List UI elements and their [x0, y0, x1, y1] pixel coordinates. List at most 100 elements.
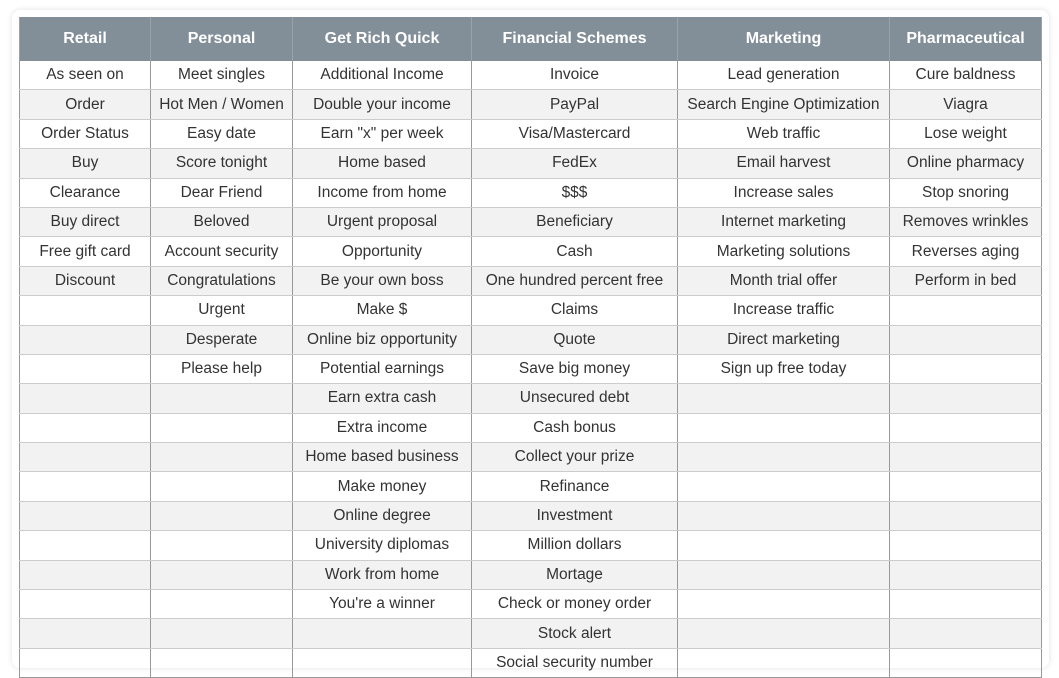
- table-cell: One hundred percent free: [471, 266, 678, 297]
- table-row: Earn extra cash Unsecured debt: [19, 383, 1042, 414]
- table-cell: Home based: [292, 148, 472, 179]
- table-cell: [677, 589, 890, 620]
- table-cell: [19, 295, 151, 326]
- table-row: Clearance Dear Friend Income from home $$$ I…: [19, 178, 1042, 208]
- column-header-pharmaceutical: Pharmaceutical: [889, 17, 1042, 61]
- table-cell: [889, 530, 1042, 561]
- table-cell: Buy direct: [19, 207, 151, 238]
- table-cell: Clearance: [19, 178, 151, 208]
- table-cell: Million dollars: [471, 530, 678, 561]
- table-cell: Make money: [292, 471, 472, 502]
- table-cell: Account security: [150, 236, 293, 267]
- table-row: Buy Score tonight Home based FedEx Email har…: [19, 148, 1042, 179]
- table-cell: [677, 530, 890, 561]
- table-cell: Double your income: [292, 89, 472, 120]
- column-header-personal: Personal: [150, 17, 293, 61]
- column-header-retail: Retail: [19, 17, 151, 61]
- table-row: Order Hot Men / Women Double your income Pa…: [19, 89, 1042, 120]
- table-cell: Beloved: [150, 207, 293, 238]
- table-row: University diplomas Million dollars: [19, 530, 1042, 561]
- table-cell: Lead generation: [677, 61, 890, 91]
- table-cell: [19, 589, 151, 620]
- table-cell: [150, 618, 293, 649]
- table-cell: Refinance: [471, 471, 678, 502]
- table-cell: [19, 442, 151, 473]
- table-cell: Removes wrinkles: [889, 207, 1042, 238]
- table-cell: Cash bonus: [471, 413, 678, 444]
- table-body: As seen on Meet singles Additional Income I…: [19, 61, 1042, 678]
- table-row: Desperate Online biz opportunity Quote Dire…: [19, 325, 1042, 355]
- table-cell: Cash: [471, 236, 678, 267]
- table-cell: Dear Friend: [150, 178, 293, 208]
- table-cell: FedEx: [471, 148, 678, 179]
- table-cell: Home based business: [292, 442, 472, 473]
- table-cell: [677, 471, 890, 502]
- table-cell: [150, 383, 293, 414]
- table-cell: Viagra: [889, 89, 1042, 120]
- table-cell: [150, 471, 293, 502]
- table-cell: [889, 589, 1042, 620]
- table-cell: Check or money order: [471, 589, 678, 620]
- table-cell: Make $: [292, 295, 472, 326]
- table-cell: Work from home: [292, 560, 472, 591]
- table-row: Online degree Investment: [19, 501, 1042, 532]
- table-cell: Perform in bed: [889, 266, 1042, 297]
- table-cell: Email harvest: [677, 148, 890, 179]
- table-cell: Lose weight: [889, 119, 1042, 150]
- table-cell: Congratulations: [150, 266, 293, 297]
- table-cell: [889, 648, 1042, 678]
- table-cell: Potential earnings: [292, 354, 472, 385]
- table-cell: Income from home: [292, 178, 472, 208]
- table-cell: Quote: [471, 325, 678, 355]
- table-cell: [19, 560, 151, 591]
- table-cell: [889, 325, 1042, 355]
- table-cell: [889, 295, 1042, 326]
- table-row: Order Status Easy date Earn "x" per week Vi…: [19, 119, 1042, 150]
- table-cell: Cure baldness: [889, 61, 1042, 91]
- table-row: Make money Refinance: [19, 471, 1042, 502]
- table-cell: [292, 648, 472, 678]
- table-cell: Stop snoring: [889, 178, 1042, 208]
- table-row: Discount Congratulations Be your own boss O…: [19, 266, 1042, 297]
- table-cell: Urgent proposal: [292, 207, 472, 238]
- table-cell: Sign up free today: [677, 354, 890, 385]
- table-cell: Visa/Mastercard: [471, 119, 678, 150]
- table-cell: Reverses aging: [889, 236, 1042, 267]
- table-cell: [677, 618, 890, 649]
- table-cell: Increase sales: [677, 178, 890, 208]
- table-cell: Collect your prize: [471, 442, 678, 473]
- table-cell: [19, 413, 151, 444]
- table-cell: [889, 354, 1042, 385]
- table-cell: Online degree: [292, 501, 472, 532]
- table-cell: Easy date: [150, 119, 293, 150]
- table-cell: Mortage: [471, 560, 678, 591]
- table-cell: PayPal: [471, 89, 678, 120]
- table-cell: [150, 560, 293, 591]
- table-cell: [150, 648, 293, 678]
- table-cell: Hot Men / Women: [150, 89, 293, 120]
- table-cell: Online biz opportunity: [292, 325, 472, 355]
- table-cell: University diplomas: [292, 530, 472, 561]
- table-row: Stock alert: [19, 618, 1042, 649]
- table-cell: [889, 413, 1042, 444]
- table-cell: Buy: [19, 148, 151, 179]
- spam-words-table: Retail Personal Get Rich Quick Financial Sc…: [19, 17, 1042, 678]
- table-cell: [19, 471, 151, 502]
- header-row: Retail Personal Get Rich Quick Financial Sc…: [19, 17, 1042, 61]
- table-cell: Investment: [471, 501, 678, 532]
- table-cell: Unsecured debt: [471, 383, 678, 414]
- table-cell: [19, 648, 151, 678]
- table-cell: Increase traffic: [677, 295, 890, 326]
- table-cell: Online pharmacy: [889, 148, 1042, 179]
- table-cell: You're a winner: [292, 589, 472, 620]
- table-row: Urgent Make $ Claims Increase traffic: [19, 295, 1042, 326]
- table-cell: Extra income: [292, 413, 472, 444]
- table-cell: [150, 413, 293, 444]
- table-cell: Free gift card: [19, 236, 151, 267]
- table-cell: Web traffic: [677, 119, 890, 150]
- table-cell: [889, 471, 1042, 502]
- table-row: Buy direct Beloved Urgent proposal Benefici…: [19, 207, 1042, 238]
- table-cell: Additional Income: [292, 61, 472, 91]
- table-cell: [677, 501, 890, 532]
- table-row: Please help Potential earnings Save big mo…: [19, 354, 1042, 385]
